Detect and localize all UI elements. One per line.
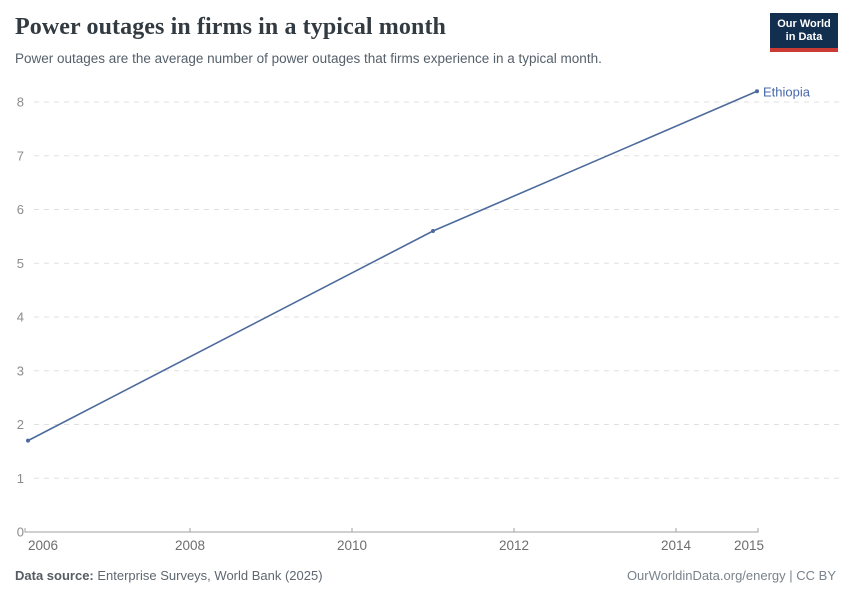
data-source-text: Enterprise Surveys, World Bank (2025)	[93, 568, 323, 583]
x-tick-label: 2006	[28, 538, 58, 553]
x-axis-line	[24, 528, 759, 533]
y-tick-label: 2	[17, 417, 24, 432]
data-source-note: Data source: Enterprise Surveys, World B…	[15, 568, 323, 583]
x-tick-label: 2015	[734, 538, 764, 553]
y-tick-label: 6	[17, 202, 24, 217]
owid-logo[interactable]: Our World in Data	[770, 13, 838, 52]
chart-subtitle: Power outages are the average number of …	[15, 51, 602, 66]
data-point	[26, 438, 30, 443]
y-tick-label: 0	[17, 525, 24, 540]
line-chart-plot: 0 1 2 3 4 5 6 7 8 2006 2008 2010 2012 2014 2015 Ethiopi…	[17, 84, 844, 553]
x-tick-label: 2008	[175, 538, 205, 553]
y-tick-label: 8	[17, 95, 24, 110]
y-tick-label: 4	[17, 310, 24, 325]
data-point	[755, 89, 759, 94]
y-tick-label: 7	[17, 148, 24, 163]
series-line-ethiopia	[27, 90, 758, 442]
y-tick-label: 1	[17, 471, 24, 486]
x-tick-label: 2014	[661, 538, 692, 553]
owid-logo-line2: in Data	[785, 30, 823, 43]
x-tick-label: 2010	[337, 538, 367, 553]
x-tick-label: 2012	[499, 538, 529, 553]
owid-logo-line1: Our World	[777, 17, 831, 30]
page-title: Power outages in firms in a typical mont…	[15, 14, 446, 40]
entity-label-ethiopia[interactable]: Ethiopia	[763, 84, 811, 99]
data-source-label: Data source:	[15, 568, 94, 583]
data-point	[431, 229, 435, 233]
y-tick-label: 3	[17, 363, 24, 378]
y-tick-label: 5	[17, 256, 24, 271]
credit-link[interactable]: OurWorldinData.org/energy | CC BY	[626, 568, 836, 583]
